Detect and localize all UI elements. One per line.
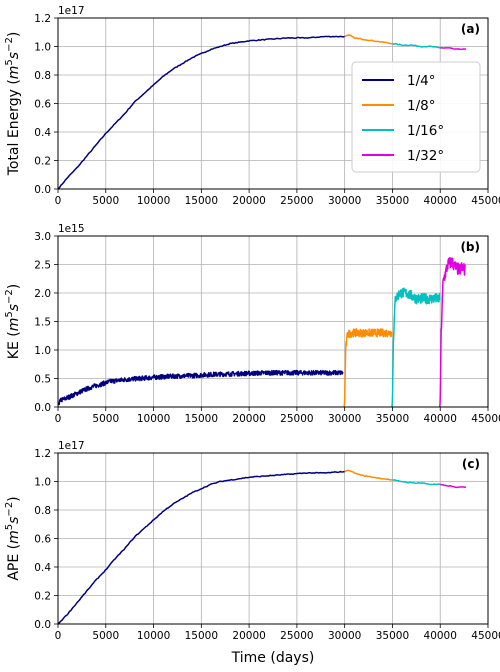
x-tick-label: 5000 bbox=[92, 413, 119, 425]
series-line bbox=[343, 328, 393, 408]
legend-box bbox=[351, 61, 481, 173]
x-tick-label: 20000 bbox=[232, 413, 265, 425]
y-tick-label: 1.0 bbox=[34, 476, 51, 488]
x-tick-label: 5000 bbox=[92, 195, 119, 207]
x-tick-label: 15000 bbox=[185, 413, 218, 425]
y-tick-label: 0.8 bbox=[34, 505, 51, 517]
x-tick-label: 15000 bbox=[185, 630, 218, 642]
y-tick-label: 0.4 bbox=[34, 127, 51, 139]
x-tick-label: 10000 bbox=[137, 630, 170, 642]
legend: 1/4° 1/8° 1/16° 1/32° bbox=[351, 61, 481, 173]
x-axis-label: Time (days) bbox=[231, 650, 315, 666]
x-tick-label: 40000 bbox=[424, 413, 457, 425]
y-tick-label: 0.6 bbox=[34, 98, 51, 110]
series-line bbox=[391, 287, 441, 408]
series-line bbox=[392, 479, 441, 486]
y-offset-label: 1e15 bbox=[58, 223, 85, 235]
y-offset-label: 1e17 bbox=[58, 5, 85, 17]
series-line bbox=[344, 34, 393, 45]
x-tick-label: 35000 bbox=[376, 630, 409, 642]
panel-2: 0 5000 10000 15000 20000 25000 30000 35000 40000… bbox=[4, 223, 500, 425]
series-line bbox=[57, 470, 345, 625]
y-tick-label: 1.2 bbox=[34, 13, 51, 25]
series-line bbox=[438, 256, 466, 408]
x-tick-label: 25000 bbox=[280, 630, 313, 642]
x-tick-label: 20000 bbox=[232, 195, 265, 207]
x-tick-label: 0 bbox=[55, 413, 62, 425]
legend-entry: 1/32° bbox=[407, 148, 444, 164]
series-line bbox=[344, 469, 393, 481]
x-tick-label: 25000 bbox=[280, 413, 313, 425]
y-tick-label: 0.2 bbox=[34, 155, 51, 167]
series-line bbox=[440, 47, 467, 51]
legend-entry: 1/16° bbox=[407, 123, 444, 139]
y-tick-label: 0.5 bbox=[34, 373, 51, 385]
y-tick-label: 0.0 bbox=[34, 184, 51, 196]
y-tick-label: 3.0 bbox=[34, 231, 51, 243]
series-line bbox=[57, 35, 345, 190]
y-axis-label: Total Energy (m5s−2) bbox=[4, 32, 22, 177]
x-tick-label: 20000 bbox=[232, 630, 265, 642]
y-tick-label: 0.0 bbox=[34, 619, 51, 631]
series-line bbox=[57, 369, 344, 406]
y-tick-label: 1.5 bbox=[34, 316, 51, 328]
y-axis-label: KE (m5s−2) bbox=[4, 284, 22, 359]
y-tick-label: 0.6 bbox=[34, 533, 51, 545]
x-tick-label: 5000 bbox=[92, 630, 119, 642]
y-axis-label: APE (m5s−2) bbox=[4, 496, 22, 580]
x-tick-label: 35000 bbox=[376, 413, 409, 425]
y-tick-label: 0.0 bbox=[34, 402, 51, 414]
x-tick-label: 40000 bbox=[424, 195, 457, 207]
panel-1: 0 5000 10000 15000 20000 25000 30000 35000 40000… bbox=[4, 5, 500, 207]
series-line bbox=[440, 483, 467, 489]
y-offset-label: 1e17 bbox=[58, 440, 85, 452]
legend-entry: 1/8° bbox=[407, 98, 435, 114]
x-tick-label: 10000 bbox=[137, 413, 170, 425]
y-tick-label: 2.5 bbox=[34, 259, 51, 271]
panel-3: 0 5000 10000 15000 20000 25000 30000 35000 40000… bbox=[4, 440, 500, 666]
panel-label: (c) bbox=[462, 457, 480, 471]
series-line bbox=[392, 42, 441, 49]
x-tick-label: 30000 bbox=[328, 413, 361, 425]
y-tick-label: 0.8 bbox=[34, 70, 51, 82]
y-tick-label: 1.0 bbox=[34, 345, 51, 357]
panel-label: (b) bbox=[460, 240, 480, 254]
legend-entry: 1/4° bbox=[407, 73, 435, 89]
panel-label: (a) bbox=[461, 22, 480, 36]
y-tick-label: 1.2 bbox=[34, 448, 51, 460]
x-tick-label: 40000 bbox=[424, 630, 457, 642]
y-tick-label: 1.0 bbox=[34, 41, 51, 53]
y-tick-label: 0.2 bbox=[34, 590, 51, 602]
x-tick-label: 30000 bbox=[328, 630, 361, 642]
x-tick-label: 15000 bbox=[185, 195, 218, 207]
x-tick-label: 35000 bbox=[376, 195, 409, 207]
x-tick-label: 0 bbox=[55, 630, 62, 642]
y-tick-label: 2.0 bbox=[34, 288, 51, 300]
x-tick-label: 0 bbox=[55, 195, 62, 207]
y-tick-label: 0.4 bbox=[34, 562, 51, 574]
x-tick-label: 30000 bbox=[328, 195, 361, 207]
x-tick-label: 25000 bbox=[280, 195, 313, 207]
x-tick-label: 10000 bbox=[137, 195, 170, 207]
